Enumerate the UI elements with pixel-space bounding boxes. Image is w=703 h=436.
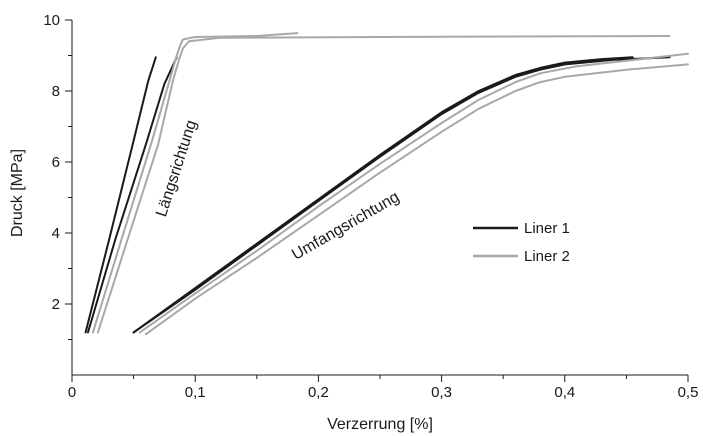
legend-label-liner-1: Liner 1 [524, 220, 570, 237]
series-line-liner-1 [84, 56, 157, 334]
annotation-umfangsrichtung: Umfangsrichtung [289, 189, 402, 264]
x-axis-label: Verzerrung [%] [327, 416, 433, 433]
series-line-liner-2 [138, 52, 689, 334]
series-line-liner-2 [96, 35, 671, 334]
legend-label-liner-2: Liner 2 [524, 248, 570, 265]
series-line-liner-1 [132, 56, 671, 334]
x-tick-label: 0,5 [678, 384, 699, 401]
x-tick-label: 0 [68, 384, 76, 401]
y-tick-label: 10 [43, 12, 60, 29]
y-tick-label: 6 [52, 154, 60, 171]
series-layer [84, 32, 689, 336]
series-line-liner-2 [91, 32, 299, 334]
series-line-liner-2 [144, 63, 689, 336]
y-axis-label: Druck [MPa] [9, 149, 26, 237]
legend: Liner 1 Liner 2 [473, 220, 570, 265]
x-tick-label: 0,3 [431, 384, 452, 401]
series-line-liner-1 [132, 56, 634, 334]
tick-marks: 0 0,1 0,2 0,3 0,4 0,5 2 4 6 8 10 [43, 12, 698, 401]
y-tick-label: 8 [52, 83, 60, 100]
y-tick-label: 4 [52, 225, 60, 242]
y-tick-label: 2 [52, 296, 60, 313]
x-tick-label: 0,2 [308, 384, 329, 401]
x-tick-label: 0,1 [185, 384, 206, 401]
x-tick-label: 0,4 [554, 384, 575, 401]
